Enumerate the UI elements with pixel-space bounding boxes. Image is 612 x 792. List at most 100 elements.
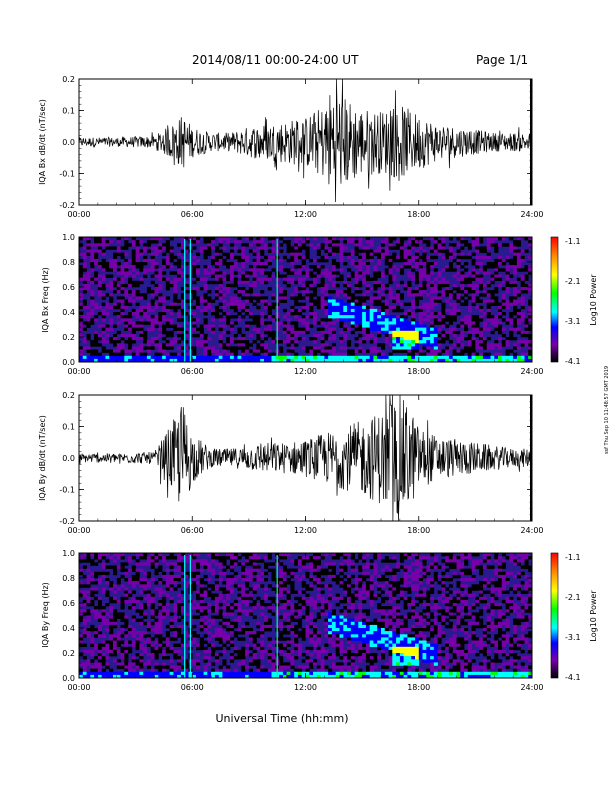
spectrogram-cell bbox=[252, 634, 257, 638]
spectrogram-cell bbox=[124, 355, 129, 360]
spectrogram-cell bbox=[154, 656, 159, 660]
spectrogram-cell bbox=[320, 352, 325, 356]
spectrogram-cell bbox=[196, 603, 201, 607]
spectrogram-cell bbox=[135, 240, 140, 244]
spectrogram-cell bbox=[97, 262, 102, 266]
spectrogram-cell bbox=[520, 318, 525, 322]
spectrogram-cell bbox=[146, 653, 151, 657]
spectrogram-cell bbox=[180, 299, 185, 303]
spectrogram-cell bbox=[279, 581, 284, 585]
spectrogram-cell bbox=[403, 252, 408, 256]
spectrogram-cell bbox=[165, 262, 170, 266]
spectrogram-cell bbox=[369, 318, 374, 322]
spectrogram-cell bbox=[358, 258, 363, 263]
spectrogram-cell bbox=[467, 280, 472, 285]
spectrogram-cell bbox=[158, 237, 163, 241]
spectrogram-cell bbox=[452, 315, 457, 319]
spectrogram-cell bbox=[218, 578, 223, 582]
spectrogram-cell bbox=[362, 277, 367, 281]
spectrogram-cell bbox=[90, 308, 95, 313]
spectrogram-cell bbox=[139, 653, 144, 657]
spectrogram-cell bbox=[365, 355, 370, 360]
spectrogram-cell bbox=[248, 559, 253, 563]
spectrogram-cell bbox=[101, 565, 106, 569]
spectrogram-cell bbox=[256, 574, 261, 579]
spectrogram-cell bbox=[464, 337, 469, 341]
spectrogram-cell bbox=[282, 628, 287, 632]
spectrogram-cell bbox=[445, 249, 450, 253]
spectrogram-cell bbox=[482, 337, 487, 341]
spectrogram-cell bbox=[230, 349, 235, 353]
spectrogram-cell bbox=[245, 643, 250, 647]
spectrogram-cell bbox=[173, 271, 178, 275]
spectrogram-cell bbox=[264, 649, 269, 654]
spectrogram-cell bbox=[101, 283, 106, 288]
spectrogram-cell bbox=[165, 249, 170, 253]
spectrogram-cell bbox=[180, 553, 185, 557]
spectrogram-cell bbox=[377, 299, 382, 303]
spectrogram-cell bbox=[513, 265, 518, 269]
spectrogram-cell bbox=[245, 621, 250, 626]
spectrogram-cell bbox=[128, 674, 133, 679]
spectrogram-cell bbox=[252, 249, 257, 253]
spectrogram-cell bbox=[358, 249, 363, 253]
spectrogram-cell bbox=[343, 355, 348, 360]
spectrogram-cell bbox=[154, 246, 159, 250]
spectrogram-cell bbox=[350, 258, 355, 263]
spectrogram-cell bbox=[528, 346, 533, 350]
spectrogram-cell bbox=[105, 265, 110, 269]
spectrogram-cell bbox=[490, 315, 495, 319]
spectrogram-cell bbox=[396, 258, 401, 263]
spectrogram-cell bbox=[267, 349, 272, 353]
spectrogram-cell bbox=[445, 283, 450, 288]
spectrogram-cell bbox=[396, 246, 401, 250]
spectrogram-cell bbox=[426, 302, 431, 306]
spectrogram-cell bbox=[230, 556, 235, 560]
spectrogram-cell bbox=[498, 321, 503, 325]
spectrogram-cell bbox=[109, 296, 114, 300]
spectrogram-cell bbox=[320, 283, 325, 288]
spectrogram-cell bbox=[218, 556, 223, 560]
spectrogram-cell bbox=[467, 287, 472, 291]
spectrogram-cell bbox=[143, 296, 148, 300]
spectrogram-cell bbox=[282, 665, 287, 669]
spectrogram-cell bbox=[226, 330, 231, 335]
xtick-label: 00:00 bbox=[67, 367, 90, 376]
spectrogram-cell bbox=[203, 252, 208, 256]
spectrogram-cell bbox=[226, 603, 231, 607]
spectrogram-cell bbox=[192, 565, 197, 569]
spectrogram-cell bbox=[260, 318, 265, 322]
spectrogram-cell bbox=[301, 659, 306, 663]
spectrogram-cell bbox=[162, 581, 167, 585]
spectrogram-cell bbox=[354, 299, 359, 303]
spectrogram-cell bbox=[245, 653, 250, 657]
spectrogram-cell bbox=[467, 290, 472, 294]
spectrogram-cell bbox=[365, 252, 370, 256]
spectrogram-cell bbox=[237, 358, 242, 363]
spectrogram-cell bbox=[79, 296, 84, 300]
spectrogram-cell bbox=[365, 287, 370, 291]
spectrogram-cell bbox=[230, 562, 235, 566]
spectrogram-cell bbox=[460, 358, 465, 363]
spectrogram-cell bbox=[279, 624, 284, 629]
spectrogram-cell bbox=[248, 634, 253, 638]
spectrogram-cell bbox=[199, 340, 204, 344]
spectrogram-cell bbox=[82, 618, 87, 622]
spectrogram-cell bbox=[260, 349, 265, 353]
spectrogram-cell bbox=[301, 287, 306, 291]
spectrogram-cell bbox=[365, 277, 370, 281]
spectrogram-cell bbox=[475, 330, 480, 335]
spectrogram-cell bbox=[490, 290, 495, 294]
ytick-label: -0.2 bbox=[59, 517, 75, 526]
spectrogram-cell bbox=[494, 268, 499, 272]
spectrogram-cell bbox=[373, 327, 378, 331]
spectrogram-cell bbox=[513, 346, 518, 350]
spectrogram-cell bbox=[415, 243, 420, 247]
spectrogram-cell bbox=[301, 671, 306, 676]
spectrogram-cell bbox=[105, 355, 110, 360]
spectrogram-cell bbox=[320, 556, 325, 560]
spectrogram-cell bbox=[528, 283, 533, 288]
spectrogram-cell bbox=[464, 302, 469, 306]
spectrogram-cell bbox=[109, 258, 114, 263]
spectrogram-cell bbox=[486, 293, 491, 297]
